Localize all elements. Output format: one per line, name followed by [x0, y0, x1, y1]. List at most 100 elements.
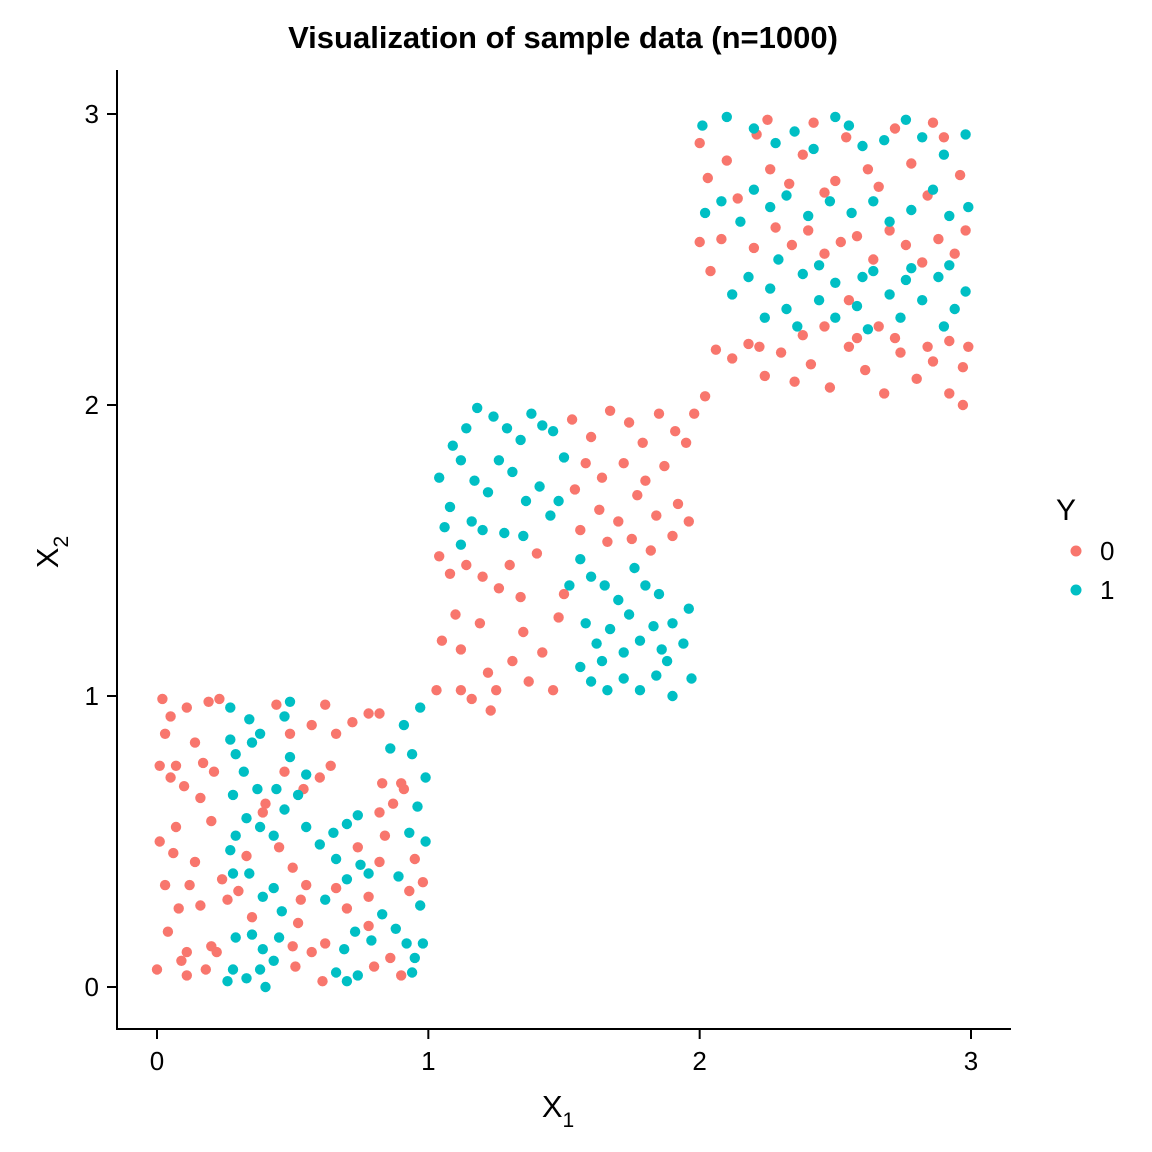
- data-point: [770, 137, 781, 149]
- data-point: [396, 778, 407, 789]
- data-point: [697, 120, 708, 131]
- data-point: [547, 426, 559, 437]
- data-point: [200, 964, 211, 975]
- data-point: [455, 539, 467, 550]
- data-point: [363, 868, 374, 879]
- data-point: [225, 734, 236, 745]
- data-point: [507, 655, 518, 667]
- data-point: [808, 117, 819, 128]
- data-point: [917, 132, 928, 143]
- data-point: [330, 853, 342, 865]
- data-point: [244, 868, 255, 879]
- data-point: [287, 941, 298, 952]
- data-point: [363, 920, 374, 932]
- data-point: [857, 140, 868, 152]
- data-point: [667, 618, 678, 629]
- data-point: [317, 976, 328, 987]
- data-point: [580, 618, 591, 629]
- data-point: [963, 201, 974, 213]
- data-point: [689, 408, 700, 419]
- series-1: [222, 111, 974, 993]
- data-point: [504, 559, 515, 571]
- data-point: [447, 440, 458, 451]
- data-point: [667, 530, 678, 542]
- data-point: [683, 516, 694, 527]
- data-point: [444, 568, 456, 579]
- data-point: [705, 265, 716, 277]
- data-point: [710, 344, 722, 355]
- data-point: [743, 271, 754, 283]
- data-point: [656, 644, 667, 655]
- data-point: [900, 274, 912, 286]
- data-point: [862, 164, 874, 175]
- data-point: [531, 548, 543, 559]
- data-point: [268, 830, 279, 841]
- data-point: [604, 405, 616, 416]
- data-point: [830, 277, 841, 288]
- data-point: [963, 341, 974, 352]
- data-point: [347, 717, 358, 728]
- data-point: [292, 917, 304, 929]
- data-point: [368, 961, 380, 972]
- legend-key-0: [1070, 545, 1082, 557]
- data-point: [629, 562, 640, 574]
- data-point: [518, 626, 529, 638]
- data-point: [246, 737, 258, 748]
- data-point: [900, 239, 912, 251]
- data-point: [659, 460, 670, 472]
- x-tick-label: 1: [421, 1046, 435, 1076]
- data-point: [341, 903, 353, 914]
- data-point: [241, 850, 252, 862]
- data-point: [420, 772, 431, 783]
- series-0: [151, 114, 974, 987]
- data-point: [197, 757, 209, 769]
- data-point: [520, 495, 532, 507]
- data-point: [273, 932, 285, 943]
- data-point: [759, 370, 770, 382]
- x-axis-label-main: X: [542, 1089, 563, 1124]
- data-point: [868, 265, 879, 277]
- data-point: [575, 554, 586, 565]
- x-tick-label: 3: [964, 1046, 978, 1076]
- data-point: [645, 545, 656, 556]
- data-point: [683, 603, 694, 614]
- data-point: [623, 609, 635, 620]
- data-point: [618, 647, 629, 658]
- data-point: [165, 772, 176, 783]
- data-point: [917, 257, 928, 268]
- data-point: [906, 204, 917, 216]
- data-point: [884, 216, 895, 227]
- data-point: [341, 874, 353, 885]
- data-point: [230, 749, 241, 760]
- data-point: [575, 661, 586, 673]
- data-point: [640, 580, 651, 591]
- data-point: [206, 815, 217, 827]
- data-point: [227, 868, 239, 879]
- data-point: [754, 341, 765, 352]
- y-axis-label: X2: [30, 536, 73, 568]
- data-point: [211, 946, 222, 958]
- data-point: [862, 324, 874, 335]
- data-point: [944, 388, 955, 399]
- data-point: [377, 909, 388, 920]
- data-point: [374, 807, 385, 818]
- data-point: [208, 766, 220, 777]
- data-point: [246, 912, 258, 923]
- data-point: [803, 225, 814, 236]
- data-point: [632, 490, 643, 501]
- data-point: [434, 551, 445, 562]
- data-point: [949, 303, 960, 315]
- data-point: [436, 635, 448, 646]
- data-point: [493, 583, 505, 594]
- data-point: [455, 685, 467, 696]
- data-point: [648, 621, 659, 632]
- data-point: [431, 685, 442, 696]
- data-point: [868, 196, 879, 207]
- data-point: [412, 801, 423, 812]
- data-point: [363, 708, 374, 719]
- data-point: [911, 373, 922, 384]
- data-point: [271, 699, 282, 710]
- x-axis-ticks: 0 1 2 3: [150, 1029, 978, 1076]
- data-point: [678, 638, 689, 649]
- data-point: [748, 123, 760, 134]
